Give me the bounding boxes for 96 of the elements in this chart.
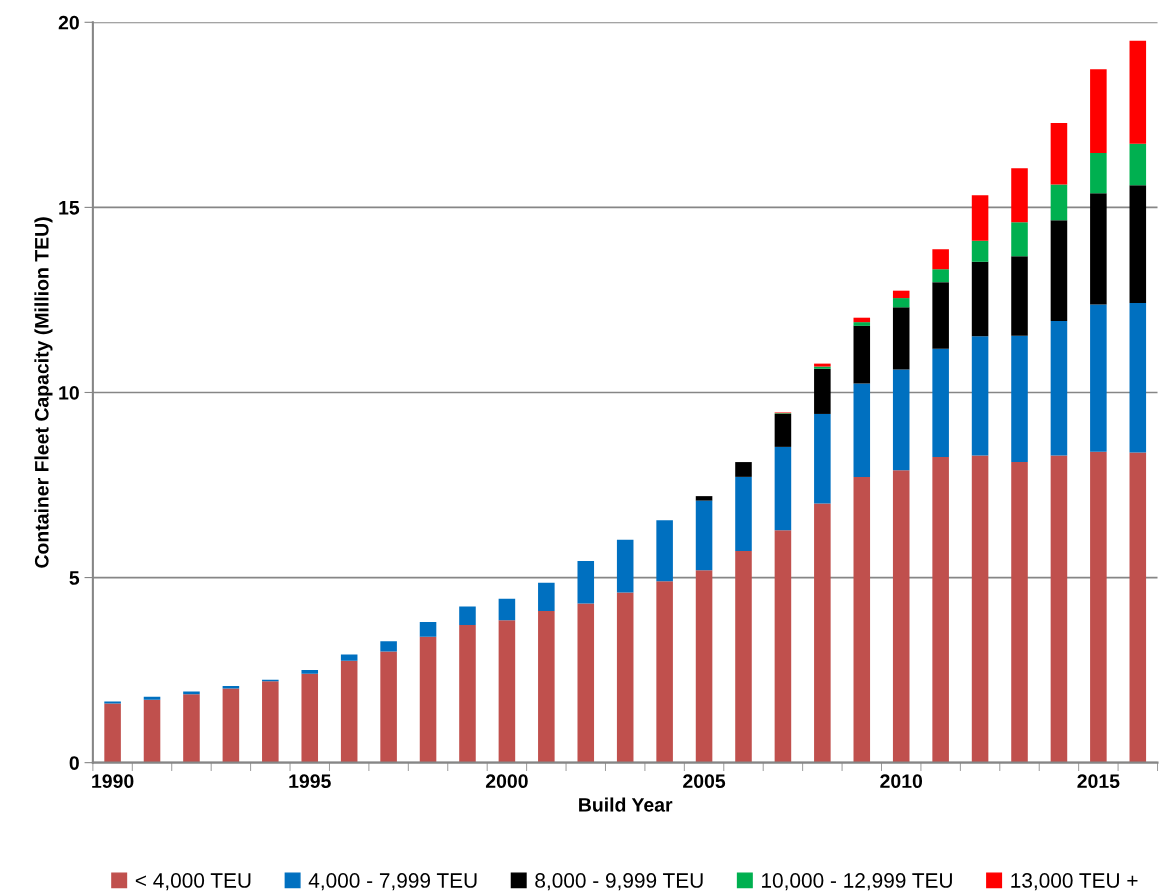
bar [538,610,555,763]
bar [971,195,989,241]
bar [1011,168,1028,223]
bar [695,500,713,571]
bar [301,670,319,674]
bar [1050,455,1068,763]
bar [932,269,949,283]
bar [577,603,595,763]
bar [1090,193,1107,305]
y-axis-title: Container Fleet Capacity (Million TEU) [34,217,53,568]
bar [459,624,476,763]
bar [892,298,910,308]
bar [932,348,949,457]
bar [853,383,871,477]
bar [853,476,871,763]
x-tick-label: 2000 [485,774,528,789]
bar [1129,185,1147,303]
bar [971,336,989,456]
bar [695,496,713,501]
bar [656,581,673,763]
bar [1011,335,1028,463]
bar [183,694,200,763]
x-tick-label: 2015 [1077,774,1120,789]
legend-label: < 4,000 TEU [135,873,251,891]
legend-label: 8,000 - 9,999 TEU [535,873,703,891]
bar [814,368,831,414]
bar [104,703,121,763]
bar [419,636,437,763]
bar [892,290,910,299]
bar [735,462,752,477]
bar [577,560,595,604]
y-tick-label: 15 [59,201,80,215]
bar [419,621,437,637]
bar [222,686,240,689]
x-tick-label: 2010 [880,774,923,789]
bar [380,641,397,652]
bar [1011,462,1028,763]
bar [380,651,397,763]
bar [814,413,831,504]
bar [1090,152,1107,194]
bar [1129,452,1147,763]
bar [143,699,161,763]
bar [1050,122,1068,185]
bar [1011,222,1028,257]
bar [1050,321,1068,456]
bar [971,261,989,337]
bar [853,322,871,326]
bar [932,456,949,763]
bar [735,550,752,763]
legend-label: 13,000 TEU + [1011,873,1138,891]
bar [814,503,831,763]
bar [498,620,516,763]
bar [143,696,161,700]
bar [538,582,555,611]
bar [853,325,871,384]
bar [774,413,792,447]
bar [695,570,713,763]
bar [1050,220,1068,322]
bar [340,660,358,763]
bar [1129,40,1147,144]
y-tick-label: 0 [69,756,79,770]
bar [932,249,949,270]
bar [498,598,516,621]
bar [616,592,634,763]
bar [892,470,910,763]
x-tick-label: 2005 [683,774,726,789]
bar [1090,304,1107,452]
y-tick-label: 20 [58,15,79,30]
bar [774,446,792,531]
x-axis-title: Build Year [579,797,673,812]
bar [1050,184,1068,221]
bar [971,240,989,262]
y-tick-label: 5 [69,571,80,585]
bar [1090,451,1107,763]
bar [459,606,476,625]
bar [1011,256,1028,336]
legend-label: 10,000 - 12,999 TEU [762,873,952,891]
legend-label: 4,000 - 7,999 TEU [308,873,477,891]
bar [222,688,240,763]
bar [932,282,949,349]
x-tick-label: 1990 [92,774,134,789]
x-tick-label: 1995 [289,774,331,789]
bar [892,307,910,370]
bar [616,539,634,593]
bar [1129,302,1147,453]
bar [1129,143,1147,186]
bar [971,455,989,763]
bar [1090,69,1107,153]
bar [340,654,358,661]
bar [735,476,752,551]
y-tick-label: 10 [59,385,79,400]
bar [656,520,673,582]
bar [892,369,910,471]
bar [262,681,279,763]
bar [774,530,792,763]
bar [301,673,319,763]
